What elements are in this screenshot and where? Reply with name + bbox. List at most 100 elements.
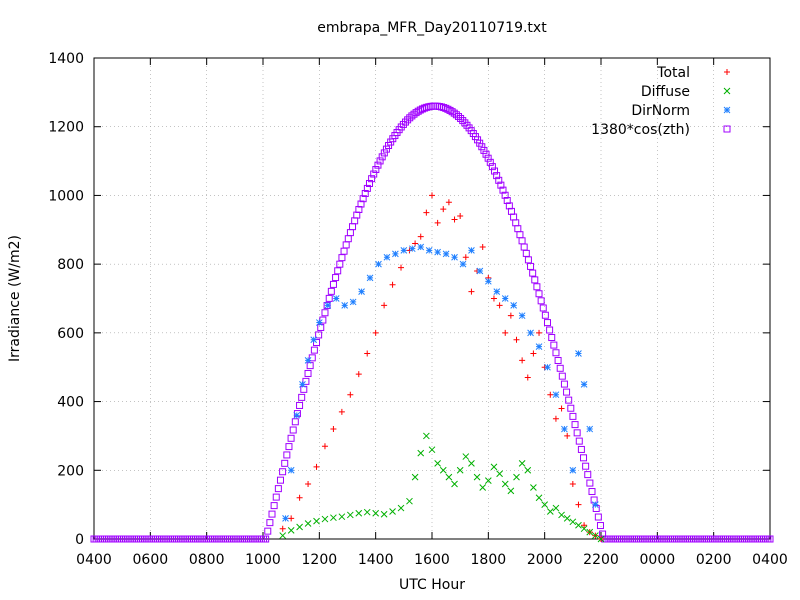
data-point (408, 245, 416, 253)
data-point (397, 504, 405, 512)
x-tick-label: 0400 (752, 552, 788, 568)
data-point (468, 460, 475, 467)
data-point (434, 248, 441, 256)
data-point (380, 510, 388, 518)
data-point (490, 295, 497, 302)
curve-point (571, 421, 579, 429)
data-point (536, 329, 543, 336)
curve-point (541, 311, 549, 319)
curve-point (336, 260, 344, 268)
data-point (296, 523, 303, 531)
data-point (581, 522, 588, 529)
curve-point (406, 114, 414, 122)
curve-point (493, 172, 501, 180)
x-axis-title: UTC Hour (399, 577, 465, 593)
data-point (468, 247, 475, 254)
data-point (299, 381, 306, 388)
curve-point (344, 235, 352, 243)
data-point (459, 260, 467, 268)
curve-point (452, 111, 460, 119)
curve-point (287, 434, 295, 442)
data-point (383, 253, 391, 261)
curve-point (327, 287, 335, 295)
curve-point (285, 443, 293, 451)
data-point (456, 466, 464, 474)
curve-point (560, 380, 568, 388)
data-point (338, 408, 345, 415)
curve-point (361, 189, 369, 197)
data-point (535, 494, 543, 502)
curve-point (573, 429, 581, 437)
curve-point (529, 269, 537, 277)
curve-point (459, 117, 467, 125)
curve-point (281, 459, 289, 467)
x-tick-label: 0000 (640, 552, 676, 568)
curve-point (404, 116, 412, 124)
curve-point (306, 362, 314, 370)
curve-point (533, 283, 541, 291)
curve-point (594, 513, 602, 521)
y-tick-label: 200 (57, 463, 84, 479)
data-point (502, 329, 509, 336)
data-point (304, 356, 312, 364)
curve-point (550, 341, 558, 349)
data-point (569, 481, 576, 488)
curve-point (380, 149, 388, 157)
data-point (346, 511, 354, 519)
y-tick-label: 600 (57, 326, 84, 342)
curve-point (296, 401, 304, 409)
curve-point (289, 426, 297, 434)
curve-point (321, 309, 329, 317)
curve-point (563, 388, 571, 396)
curve-point (580, 454, 588, 462)
curve-point (457, 114, 465, 122)
data-point (592, 501, 599, 508)
curve-point (399, 120, 407, 128)
data-point (355, 371, 362, 378)
data-point (496, 302, 503, 309)
curve-point (590, 496, 598, 504)
legend-marker (723, 87, 731, 95)
data-point (586, 425, 594, 433)
data-point (434, 460, 441, 467)
curve-point (552, 349, 560, 357)
curve-point (302, 377, 310, 385)
curve-point (346, 229, 354, 237)
data-point (575, 521, 582, 529)
series-dirnorm (282, 243, 599, 522)
curve-point (268, 510, 276, 518)
curve-point (325, 294, 333, 302)
data-point (507, 312, 514, 319)
data-point (366, 274, 374, 282)
data-point (524, 374, 531, 381)
curve-point (569, 412, 577, 420)
curve-point (308, 354, 316, 362)
data-point (501, 480, 509, 488)
curve-point (488, 163, 496, 171)
curve-point (531, 276, 539, 284)
data-point (580, 525, 588, 533)
curve-point (402, 118, 410, 126)
data-point (341, 302, 349, 309)
curve-point (537, 297, 545, 305)
curve-point (575, 437, 583, 445)
y-tick-label: 1200 (48, 120, 84, 136)
data-point (558, 405, 565, 412)
curve-point (480, 146, 488, 154)
curve-point (766, 535, 774, 543)
legend-label: DirNorm (631, 103, 690, 119)
data-point (425, 247, 433, 254)
curve-point (499, 186, 507, 194)
curve-point (372, 166, 380, 174)
curve-point (355, 205, 363, 213)
data-point (535, 343, 543, 350)
series-1380-cos-zth (90, 102, 774, 543)
data-point (400, 247, 408, 254)
curve-point (357, 200, 365, 208)
data-point (310, 336, 318, 344)
data-point (479, 484, 487, 491)
curve-point (382, 145, 390, 153)
curve-point (279, 468, 287, 476)
curve-point (478, 143, 486, 151)
